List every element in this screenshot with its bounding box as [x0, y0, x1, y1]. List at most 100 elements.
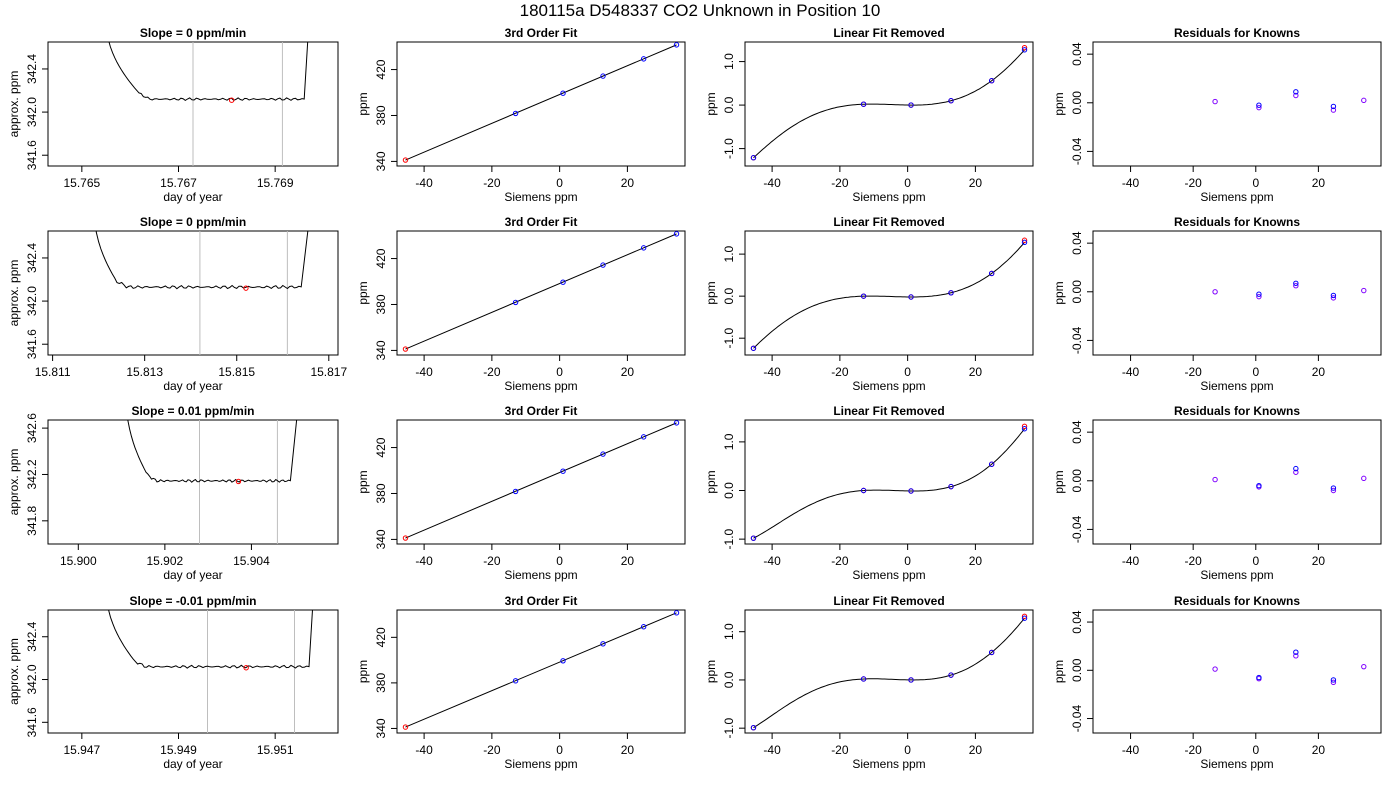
x-tick-label: 20 [621, 554, 635, 568]
y-tick-label: 420 [374, 59, 388, 79]
x-axis-label: Siemens ppm [852, 568, 925, 582]
standard-point [402, 157, 409, 163]
x-tick-label: -20 [483, 176, 501, 190]
calculated-point [988, 78, 995, 84]
calculated-point [860, 487, 867, 494]
plot-area [750, 613, 1028, 731]
chart-title: Residuals for Knowns [1174, 26, 1300, 40]
panel-r2c1: Slope = 0 ppm/min day of year approx. ppm 1… [7, 215, 347, 393]
panel-r4c1: Slope = -0.01 ppm/min day of year approx. … [7, 594, 339, 771]
y-tick-label: -0.04 [1070, 515, 1084, 543]
x-tick-label: -20 [1185, 365, 1203, 379]
fit-line [405, 612, 677, 728]
y-tick-label: 380 [374, 294, 388, 314]
x-tick-label: 15.951 [257, 743, 294, 757]
chart-title: Linear Fit Removed [833, 215, 944, 229]
x-tick-label: -20 [831, 365, 849, 379]
y-tick-label: -1.0 [722, 138, 736, 159]
calculated-point [750, 724, 757, 731]
x-tick-label: 15.815 [218, 365, 255, 379]
concentration-trace [127, 420, 298, 483]
x-tick-label: 15.947 [63, 743, 100, 757]
chart-title: Slope = -0.01 ppm/min [129, 594, 256, 608]
y-tick-label: 340 [374, 151, 388, 171]
x-axis-label: day of year [163, 190, 222, 204]
standard-point [512, 678, 519, 684]
calculated-point [860, 676, 867, 682]
y-tick-label: 380 [374, 673, 388, 693]
calculated-point [988, 461, 995, 467]
residual-point [1293, 280, 1299, 286]
x-tick-label: -40 [1122, 743, 1140, 757]
chart-title: Residuals for Knowns [1174, 594, 1300, 608]
y-tick-label: 340 [374, 340, 388, 360]
standard-point [560, 468, 566, 474]
y-tick-label: 0.04 [1070, 610, 1084, 634]
x-tick-label: 20 [621, 365, 635, 379]
plot-frame [1092, 419, 1382, 545]
panel-r3c2: 3rd Order Fit Siemens ppm ppm -40 -20 0 20 340 3… [356, 404, 686, 582]
residual-point [1212, 476, 1218, 483]
y-tick-label: 341.6 [25, 140, 39, 170]
y-axis-label: approx. ppm [7, 260, 21, 327]
y-tick-label: 342.6 [25, 413, 39, 443]
chart-title: Residuals for Knowns [1174, 215, 1300, 229]
y-tick-label: 342.2 [25, 459, 39, 489]
x-tick-label: 0 [1252, 554, 1259, 568]
x-axis-label: Siemens ppm [504, 190, 577, 204]
calculated-point [908, 677, 914, 683]
plot-area [750, 423, 1028, 541]
plot-area [108, 42, 309, 166]
x-tick-label: -20 [1185, 176, 1203, 190]
y-tick-label: 341.6 [25, 707, 39, 737]
residual-point [1330, 485, 1337, 491]
calculated-point [948, 483, 954, 490]
x-tick-label: -20 [1185, 743, 1203, 757]
residual-point [1330, 679, 1337, 686]
y-axis-label: ppm [1052, 92, 1066, 115]
chart-title: 3rd Order Fit [505, 215, 578, 229]
y-tick-label: 0.04 [1070, 420, 1084, 444]
residual-point [1293, 465, 1299, 472]
plot-frame [1092, 609, 1382, 734]
y-tick-label: 0.00 [1070, 91, 1084, 115]
sample-point [243, 285, 249, 291]
plot-frame [744, 419, 1034, 545]
plot-area [1212, 649, 1367, 686]
chart-title: Linear Fit Removed [833, 404, 944, 418]
plot-frame [47, 230, 339, 356]
y-tick-label: 380 [374, 483, 388, 503]
plot-area [750, 237, 1028, 351]
x-tick-label: -20 [483, 554, 501, 568]
calculated-point [1021, 426, 1028, 432]
plot-area [402, 42, 680, 163]
x-tick-label: 0 [904, 365, 911, 379]
y-axis-label: ppm [356, 470, 370, 493]
y-axis-label: ppm [356, 92, 370, 115]
panel-r4c4: Residuals for Knowns Siemens ppm ppm -40 -20… [1052, 594, 1382, 771]
y-tick-label: 0.0 [722, 671, 736, 688]
sample-point [228, 97, 235, 103]
x-axis-label: Siemens ppm [1200, 757, 1273, 771]
y-axis-label: ppm [704, 92, 718, 115]
y-tick-label: 1.0 [722, 53, 736, 70]
calculated-point [908, 102, 914, 108]
residual-point [1212, 289, 1218, 295]
x-tick-label: 20 [969, 554, 983, 568]
x-tick-label: -20 [831, 554, 849, 568]
page-title: 180115a D548337 CO2 Unknown in Position … [519, 1, 881, 20]
plot-area [402, 610, 680, 730]
calculated-point [948, 672, 954, 678]
panel-r1c4: Residuals for Knowns Siemens ppm ppm -40 -20… [1052, 26, 1382, 204]
fit-line [405, 44, 677, 161]
panel-r4c2: 3rd Order Fit Siemens ppm ppm -40 -20 0 20 340 3… [356, 594, 686, 771]
panel-r4c3: Linear Fit Removed Siemens ppm ppm -40 -20 0 2… [704, 594, 1034, 771]
observed-point [1021, 237, 1028, 243]
panel-r1c2: 3rd Order Fit Siemens ppm ppm -40 -20 0 20 340 3… [356, 26, 686, 204]
chart-title: Linear Fit Removed [833, 594, 944, 608]
x-tick-label: 15.765 [63, 176, 100, 190]
y-tick-label: 341.6 [25, 329, 39, 359]
x-axis-label: Siemens ppm [1200, 379, 1273, 393]
sample-point [235, 478, 242, 485]
y-tick-label: 1.0 [722, 433, 736, 450]
